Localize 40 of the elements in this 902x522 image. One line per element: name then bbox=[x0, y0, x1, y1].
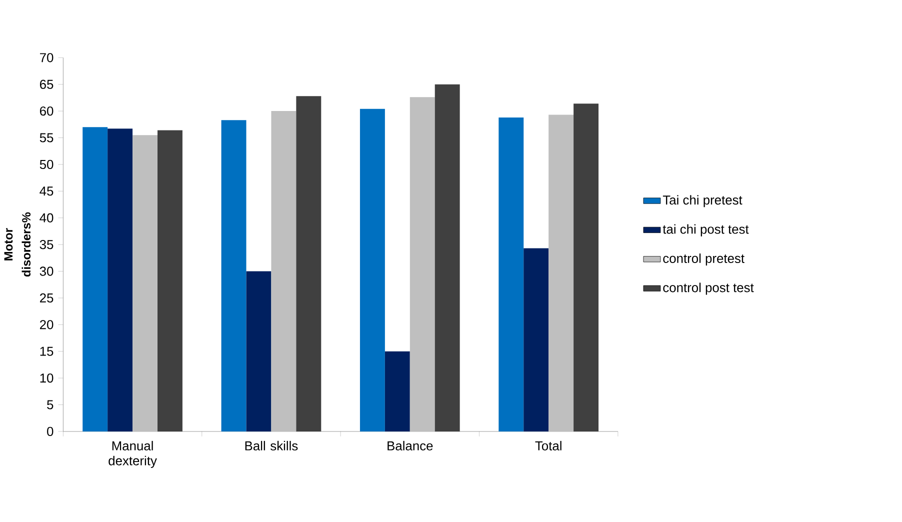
bar bbox=[82, 127, 108, 432]
y-tick-label: 0 bbox=[47, 426, 54, 436]
y-tick-label: 45 bbox=[40, 186, 54, 196]
y-tick-label: 65 bbox=[40, 80, 54, 89]
bar bbox=[246, 271, 272, 432]
bar bbox=[384, 351, 410, 432]
y-tick-label: 70 bbox=[40, 53, 54, 62]
bar bbox=[434, 84, 460, 432]
y-tick-label: 5 bbox=[47, 400, 54, 410]
bar bbox=[108, 128, 133, 432]
legend-label: control post test bbox=[663, 282, 754, 295]
y-tick-label: 55 bbox=[40, 133, 54, 142]
y-tick-label: 10 bbox=[40, 374, 54, 383]
bar bbox=[360, 108, 385, 432]
y-tick-label: 35 bbox=[40, 240, 54, 250]
bar bbox=[221, 120, 246, 432]
bar bbox=[132, 135, 158, 432]
bar bbox=[158, 130, 182, 432]
y-tick-label: 15 bbox=[40, 346, 54, 356]
bar bbox=[271, 111, 296, 432]
legend-label: tai chi post test bbox=[662, 224, 749, 236]
y-tick-label: 30 bbox=[40, 266, 54, 276]
y-tick-label: 40 bbox=[40, 213, 54, 222]
y-tick-label: 50 bbox=[40, 160, 54, 170]
x-tick-label: Manual dexterity bbox=[108, 440, 157, 468]
y-tick-label: 20 bbox=[40, 320, 54, 330]
legend-label: Tai chi pretest bbox=[662, 195, 742, 208]
bar bbox=[296, 96, 322, 432]
x-tick-label: Ball skills bbox=[245, 440, 298, 450]
bar bbox=[548, 114, 574, 432]
y-tick-label: 60 bbox=[40, 106, 54, 116]
bar bbox=[498, 117, 524, 432]
bar bbox=[524, 248, 549, 432]
y-axis-title: Motor disorders% bbox=[4, 212, 31, 277]
y-tick-label: 25 bbox=[40, 293, 54, 303]
legend-label: control pretest bbox=[663, 254, 744, 266]
x-tick-label: Total bbox=[535, 440, 562, 450]
x-tick-label: Balance bbox=[388, 440, 433, 450]
bar bbox=[410, 97, 435, 432]
bar bbox=[574, 104, 599, 432]
